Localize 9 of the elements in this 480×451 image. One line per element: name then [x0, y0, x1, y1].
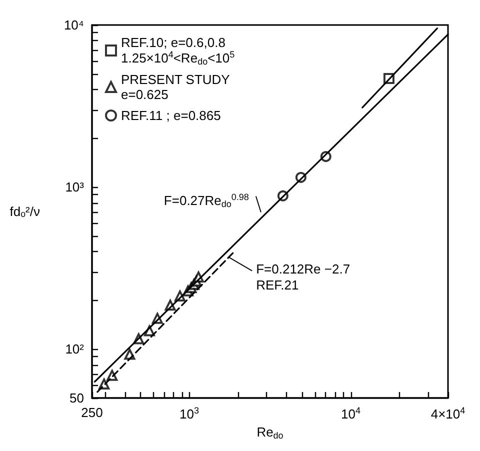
- y-tick-label: 10⁴: [64, 18, 84, 32]
- annotation: F=0.212Re −2.7 REF.21: [256, 261, 350, 292]
- y-axis-title: fdₒ²/ν: [10, 204, 40, 219]
- y-tick-label: 10²: [65, 342, 85, 357]
- legend-label: PRESENT STUDY e=0.625: [121, 72, 230, 102]
- legend-label: REF.11 ; e=0.865: [121, 108, 221, 123]
- y-tick-label: 50: [70, 390, 84, 406]
- x-tick-label: 250: [81, 405, 103, 420]
- y-tick-label: 10³: [65, 180, 85, 195]
